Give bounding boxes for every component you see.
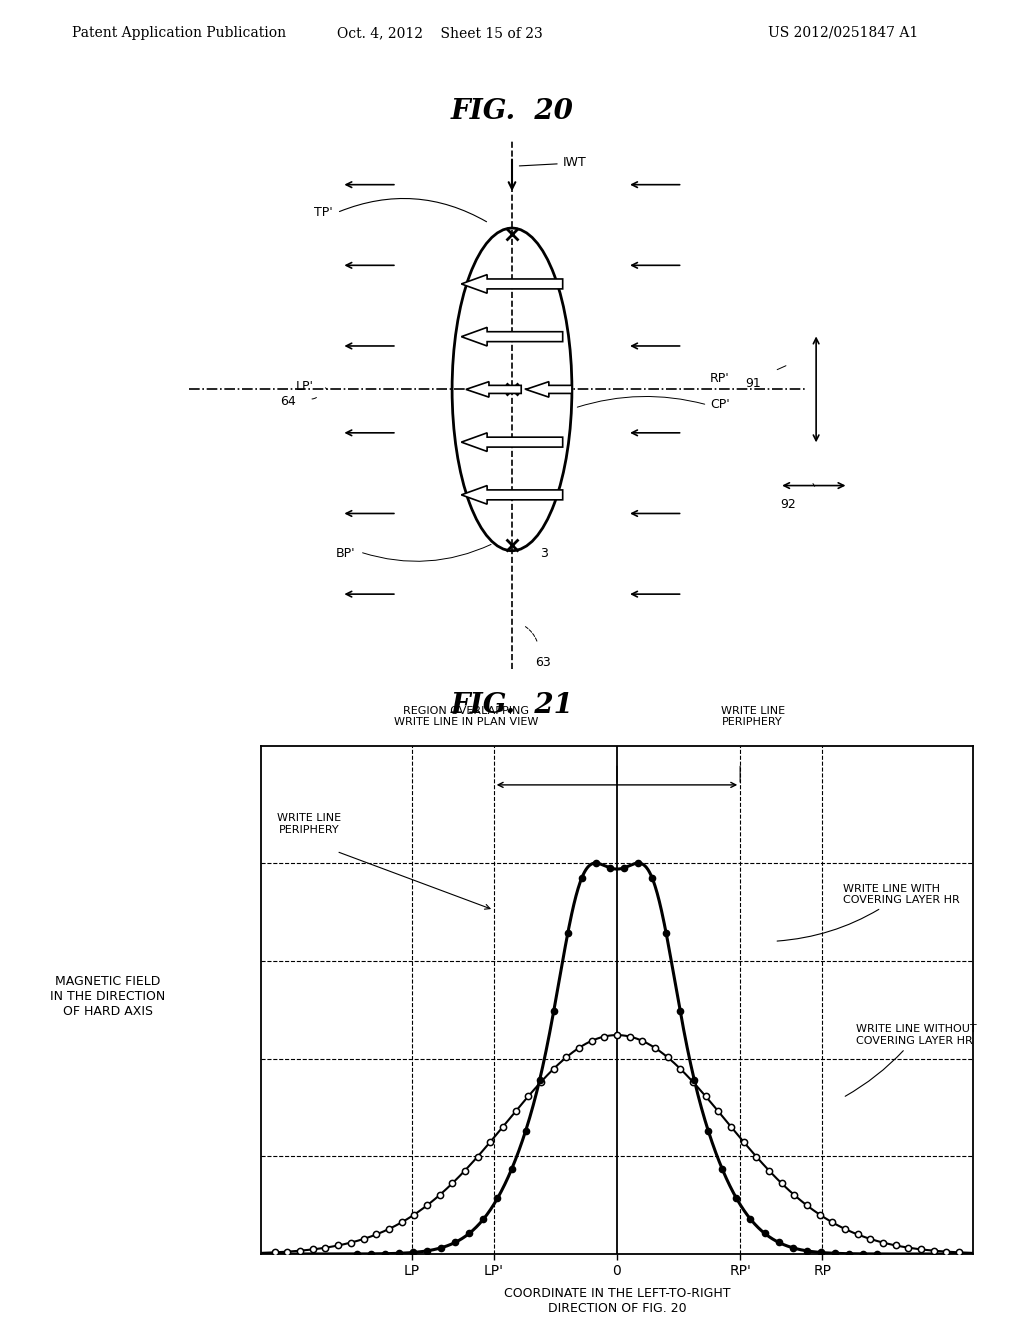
Text: TP': TP': [313, 206, 332, 219]
Text: IWT: IWT: [519, 157, 587, 169]
Text: WRITE LINE WITH
COVERING LAYER HR: WRITE LINE WITH COVERING LAYER HR: [777, 883, 959, 941]
Text: 63: 63: [536, 656, 551, 669]
FancyArrow shape: [526, 381, 571, 397]
Text: Oct. 4, 2012    Sheet 15 of 23: Oct. 4, 2012 Sheet 15 of 23: [338, 26, 543, 40]
FancyArrow shape: [461, 433, 563, 451]
Text: 64: 64: [280, 395, 296, 408]
FancyArrow shape: [461, 327, 563, 346]
Text: WRITE LINE
PERIPHERY: WRITE LINE PERIPHERY: [276, 813, 341, 834]
Text: US 2012/0251847 A1: US 2012/0251847 A1: [768, 26, 919, 40]
Text: 91: 91: [745, 376, 761, 389]
FancyArrow shape: [461, 275, 563, 293]
Text: WRITE LINE WITHOUT
COVERING LAYER HR: WRITE LINE WITHOUT COVERING LAYER HR: [845, 1024, 977, 1097]
Text: 3: 3: [540, 548, 548, 560]
Text: Patent Application Publication: Patent Application Publication: [72, 26, 286, 40]
Text: FIG.  20: FIG. 20: [451, 98, 573, 125]
Text: REGION OVERLAPPING
WRITE LINE IN PLAN VIEW: REGION OVERLAPPING WRITE LINE IN PLAN VI…: [394, 706, 538, 727]
Text: BP': BP': [336, 548, 355, 560]
X-axis label: COORDINATE IN THE LEFT-TO-RIGHT
DIRECTION OF FIG. 20: COORDINATE IN THE LEFT-TO-RIGHT DIRECTIO…: [504, 1287, 730, 1315]
FancyArrow shape: [461, 486, 563, 504]
Text: LP': LP': [296, 380, 313, 393]
Text: 92: 92: [780, 498, 797, 511]
Text: CP': CP': [711, 399, 730, 412]
Text: RP': RP': [711, 372, 730, 384]
Text: WRITE LINE
PERIPHERY: WRITE LINE PERIPHERY: [721, 706, 784, 727]
Text: FIG.  21: FIG. 21: [451, 693, 573, 719]
FancyArrow shape: [466, 381, 521, 397]
Text: MAGNETIC FIELD
IN THE DIRECTION
OF HARD AXIS: MAGNETIC FIELD IN THE DIRECTION OF HARD …: [50, 975, 165, 1018]
